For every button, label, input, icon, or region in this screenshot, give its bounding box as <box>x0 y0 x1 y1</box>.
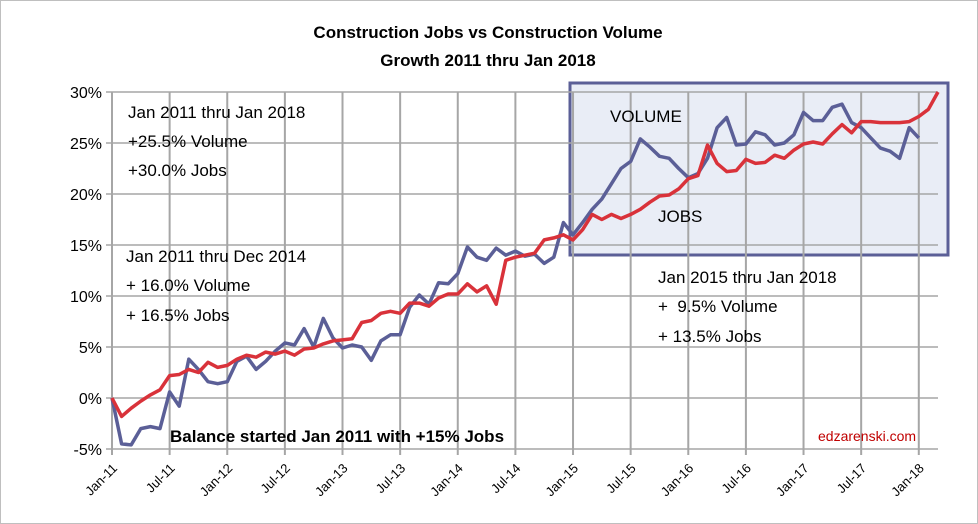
balance-note: Balance started Jan 2011 with +15% Jobs <box>170 427 504 446</box>
annotation-line: Jan 2011 thru Jan 2018 <box>128 103 305 122</box>
y-tick-label: -5% <box>74 442 102 459</box>
x-tick-label: Jan-17 <box>773 461 812 500</box>
x-axis-ticks: Jan-11 Jul-11 Jan-12 Jul-12 Jan-13 Jul-13 Jan-… <box>82 461 927 500</box>
annotation-early: Jan 2011 thru Dec 2014 + 16.0% Volume + … <box>126 247 306 325</box>
y-tick-label: 5% <box>79 340 102 357</box>
y-tick-label: 30% <box>70 85 102 102</box>
jobs-line <box>110 91 940 419</box>
highlight-box <box>568 81 950 257</box>
x-tick-label: Jul-11 <box>143 461 178 496</box>
chart-subtitle: Growth 2011 thru Jan 2018 <box>380 51 595 70</box>
x-tick-label: Jan-13 <box>312 461 351 500</box>
credit-text: edzarenski.com <box>818 428 916 444</box>
volume-series-label: VOLUME <box>610 107 682 126</box>
jobs-series-label: JOBS <box>658 207 702 226</box>
x-tick-label: Jul-15 <box>603 461 639 497</box>
x-tick-label: Jul-13 <box>373 461 409 497</box>
series-lines <box>110 91 940 447</box>
x-tick-label: Jul-14 <box>488 461 524 497</box>
annotation-line: + 9.5% Volume <box>658 297 778 316</box>
y-tick-label: 25% <box>70 136 102 153</box>
gridlines <box>106 91 938 455</box>
y-tick-label: 20% <box>70 187 102 204</box>
x-tick-label: Jan-18 <box>888 461 927 500</box>
annotation-line: Jan 2015 thru Jan 2018 <box>658 268 837 287</box>
chart-title: Construction Jobs vs Construction Volume <box>313 23 662 42</box>
annotation-total: Jan 2011 thru Jan 2018 +25.5% Volume +30… <box>128 103 305 180</box>
x-tick-label: Jan-12 <box>197 461 236 500</box>
x-tick-label: Jan-16 <box>658 461 697 500</box>
y-tick-label: 0% <box>79 391 102 408</box>
annotation-line: +25.5% Volume <box>128 132 248 151</box>
annotation-line: +30.0% Jobs <box>128 161 227 180</box>
y-axis-ticks: -5% 0% 5% 10% 15% 20% 25% 30% <box>70 85 102 459</box>
x-tick-label: Jan-11 <box>82 461 120 499</box>
x-tick-label: Jul-12 <box>257 461 293 497</box>
annotation-late: Jan 2015 thru Jan 2018 + 9.5% Volume + 1… <box>658 268 837 346</box>
annotation-line: Jan 2011 thru Dec 2014 <box>126 247 306 266</box>
x-tick-label: Jul-17 <box>834 461 870 497</box>
y-tick-label: 15% <box>70 238 102 255</box>
x-tick-label: Jan-15 <box>542 461 581 500</box>
y-tick-label: 10% <box>70 289 102 306</box>
annotation-line: + 16.5% Jobs <box>126 306 230 325</box>
annotation-line: + 16.0% Volume <box>126 276 250 295</box>
annotation-line: + 13.5% Jobs <box>658 327 762 346</box>
x-tick-label: Jul-16 <box>718 461 754 497</box>
x-tick-label: Jan-14 <box>427 461 466 500</box>
